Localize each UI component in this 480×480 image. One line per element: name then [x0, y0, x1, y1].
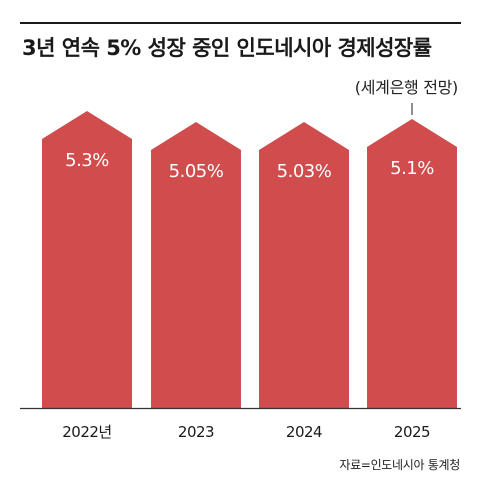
source-note: 자료=인도네시아 통계청: [339, 458, 460, 472]
bar-2: [151, 122, 241, 408]
bar-3: [259, 122, 349, 408]
value-label-4: 5.1%: [390, 158, 434, 179]
category-label-1: 2022년: [62, 423, 111, 441]
category-label-3: 2024: [286, 423, 322, 441]
category-label-2: 2023: [178, 423, 214, 441]
value-label-3: 5.03%: [277, 161, 332, 182]
chart-title: 3년 연속 5% 성장 중인 인도네시아 경제성장률: [22, 36, 432, 60]
forecast-note: (세계은행 전망): [354, 78, 459, 97]
category-label-4: 2025: [394, 423, 430, 441]
bar-1: [42, 111, 132, 408]
value-label-1: 5.3%: [65, 150, 109, 171]
top-rule: [20, 22, 461, 24]
bar-4: [367, 119, 457, 408]
value-label-2: 5.05%: [169, 161, 224, 182]
